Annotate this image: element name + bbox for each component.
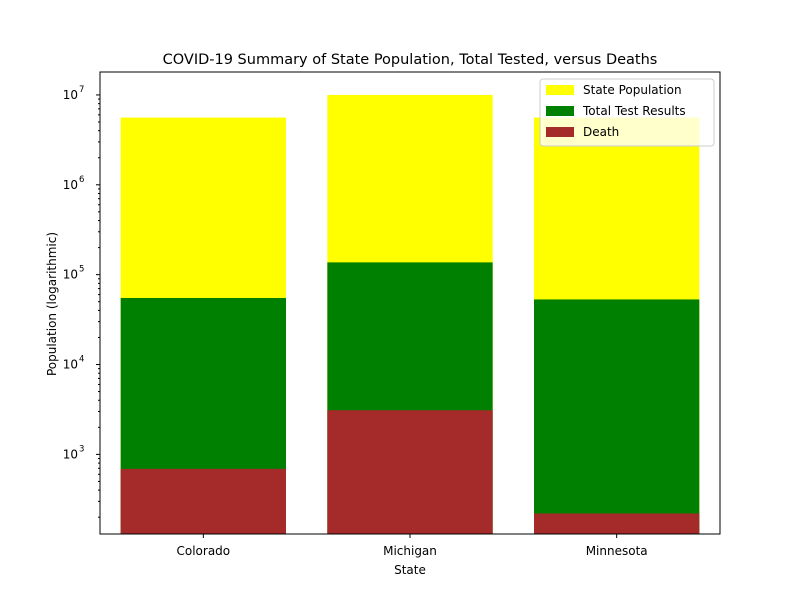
legend-label: Death: [583, 125, 619, 139]
y-tick-exponent: 6: [79, 175, 84, 185]
x-tick-label: Colorado: [177, 544, 231, 558]
bar-minnesota-total-test-results: [534, 299, 700, 534]
bars-layer: [120, 94, 700, 535]
bar-colorado-death: [120, 468, 287, 534]
chart-title: COVID-19 Summary of State Population, To…: [163, 52, 658, 68]
legend-box: [539, 78, 715, 147]
bar-minnesota-death: [534, 513, 700, 534]
legend: State Population Total Test Results Death: [539, 78, 715, 147]
x-axis-label: State: [394, 563, 426, 577]
y-tick-exponent: 3: [79, 444, 84, 454]
y-tick-label: 10: [63, 268, 78, 282]
legend-label: Total Test Results: [582, 104, 686, 118]
legend-swatch: [546, 127, 574, 137]
legend-swatch: [546, 106, 574, 116]
y-tick-label: 10: [63, 178, 78, 192]
y-tick-exponent: 5: [79, 265, 84, 275]
y-axis-label: Population (logarithmic): [45, 232, 59, 376]
y-tick-label: 10: [63, 358, 78, 372]
y-tick-exponent: 7: [79, 85, 84, 95]
x-tick-label: Michigan: [383, 544, 437, 558]
y-tick-exponent: 4: [79, 355, 84, 365]
bar-michigan-death: [327, 410, 493, 534]
y-tick-label: 10: [63, 88, 78, 102]
legend-swatch: [546, 85, 574, 95]
y-tick-label: 10: [63, 447, 78, 461]
x-tick-label: Minnesota: [586, 544, 648, 558]
legend-label: State Population: [583, 83, 682, 97]
